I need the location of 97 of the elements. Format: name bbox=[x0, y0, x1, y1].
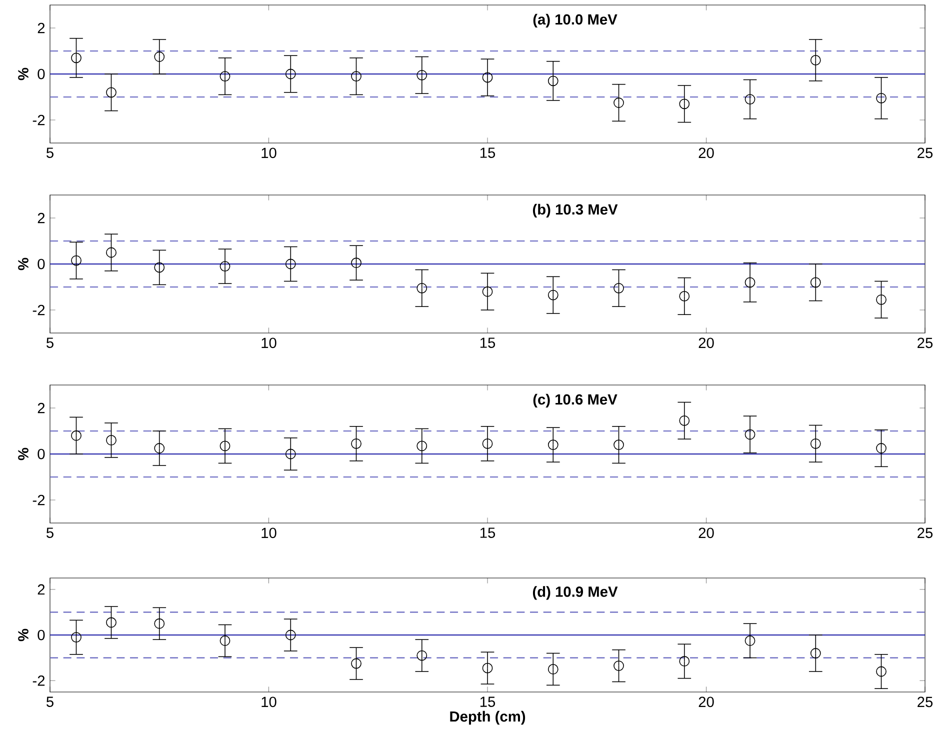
point bbox=[220, 636, 230, 646]
point bbox=[679, 656, 690, 666]
point bbox=[416, 282, 428, 294]
point bbox=[482, 662, 493, 674]
point bbox=[71, 255, 82, 266]
point bbox=[876, 92, 886, 104]
point bbox=[548, 664, 558, 674]
x-tick-label: 15 bbox=[480, 696, 496, 707]
x-tick-label: 25 bbox=[918, 696, 933, 708]
x-tick-label: 20 bbox=[698, 528, 714, 538]
point bbox=[106, 435, 116, 446]
y-tick-label: 2 bbox=[38, 22, 45, 34]
point bbox=[810, 54, 821, 66]
y-axis-title: % bbox=[18, 448, 28, 460]
x-tick-label: 15 bbox=[480, 528, 496, 538]
point bbox=[154, 618, 165, 629]
x-tick-label: 5 bbox=[46, 338, 54, 348]
y-tick-label: -2 bbox=[32, 494, 45, 506]
y-axis-title: % bbox=[18, 68, 28, 80]
point bbox=[614, 660, 624, 671]
point bbox=[614, 282, 624, 294]
point bbox=[351, 438, 362, 449]
point bbox=[106, 87, 116, 98]
x-tick-label: 5 bbox=[46, 528, 54, 538]
x-tick-label: 20 bbox=[698, 696, 714, 708]
text: (a) 10.0 MeV bbox=[533, 14, 618, 28]
point bbox=[810, 438, 821, 449]
x-tick-label: 5 bbox=[46, 148, 54, 158]
x-tick-label: 25 bbox=[918, 528, 933, 538]
point bbox=[285, 258, 296, 270]
point bbox=[810, 277, 821, 288]
y-axis-title: % bbox=[18, 258, 28, 270]
point bbox=[220, 440, 230, 452]
point bbox=[285, 68, 296, 80]
point bbox=[744, 636, 756, 646]
x-tick-label: 5 bbox=[46, 696, 54, 707]
point bbox=[416, 70, 428, 80]
x-tick-label: 10 bbox=[262, 696, 276, 708]
point bbox=[154, 443, 165, 454]
point bbox=[106, 247, 116, 258]
point bbox=[106, 617, 116, 628]
point bbox=[679, 290, 690, 302]
point bbox=[548, 290, 558, 300]
y-tick-label: 2 bbox=[38, 212, 45, 224]
x-tick-label: 25 bbox=[918, 338, 933, 348]
point bbox=[810, 648, 821, 658]
y-tick-label: -2 bbox=[32, 304, 45, 316]
x-tick-label: 15 bbox=[480, 148, 496, 158]
point bbox=[482, 72, 493, 83]
x-tick-label: 10 bbox=[262, 338, 276, 348]
point bbox=[351, 658, 362, 669]
y-tick-label: 2 bbox=[38, 584, 45, 595]
point bbox=[482, 286, 493, 297]
text: (c) 10.6 MeV bbox=[533, 394, 618, 408]
x-tick-label: 15 bbox=[480, 338, 496, 348]
point bbox=[876, 443, 886, 454]
point bbox=[154, 262, 165, 273]
point bbox=[416, 440, 428, 452]
point bbox=[71, 430, 82, 441]
y-tick-label: 0 bbox=[38, 448, 45, 460]
y-axis-title: % bbox=[18, 628, 28, 642]
point bbox=[220, 261, 230, 272]
x-axis-title: Depth (cm) bbox=[450, 710, 526, 725]
point bbox=[416, 650, 428, 661]
y-tick-label: 0 bbox=[38, 258, 45, 270]
y-tick-label: 2 bbox=[38, 402, 45, 414]
point bbox=[71, 632, 82, 642]
text: (b) 10.3 MeV bbox=[532, 204, 618, 218]
y-tick-label: 0 bbox=[38, 68, 45, 80]
point bbox=[679, 98, 690, 110]
x-tick-label: 10 bbox=[262, 148, 276, 158]
point bbox=[614, 440, 624, 450]
text: (d) 10.9 MeV bbox=[532, 586, 618, 600]
point bbox=[351, 258, 362, 268]
x-tick-label: 25 bbox=[918, 148, 933, 158]
point bbox=[285, 448, 296, 460]
x-tick-label: 10 bbox=[262, 528, 276, 538]
point bbox=[744, 429, 756, 440]
point bbox=[548, 76, 558, 86]
point bbox=[220, 71, 230, 82]
point bbox=[744, 277, 756, 288]
y-tick-label: 0 bbox=[38, 630, 45, 640]
point bbox=[351, 71, 362, 82]
point bbox=[876, 666, 886, 677]
x-tick-label: 20 bbox=[698, 148, 714, 158]
point bbox=[154, 52, 165, 62]
point bbox=[876, 294, 886, 305]
point bbox=[679, 415, 690, 426]
x-tick-label: 20 bbox=[698, 338, 714, 348]
point bbox=[614, 98, 624, 108]
point bbox=[744, 94, 756, 104]
point bbox=[285, 630, 296, 640]
y-tick-label: -2 bbox=[32, 114, 45, 126]
point bbox=[482, 438, 493, 449]
point bbox=[548, 440, 558, 450]
point bbox=[71, 52, 82, 64]
y-tick-label: -2 bbox=[32, 676, 45, 686]
